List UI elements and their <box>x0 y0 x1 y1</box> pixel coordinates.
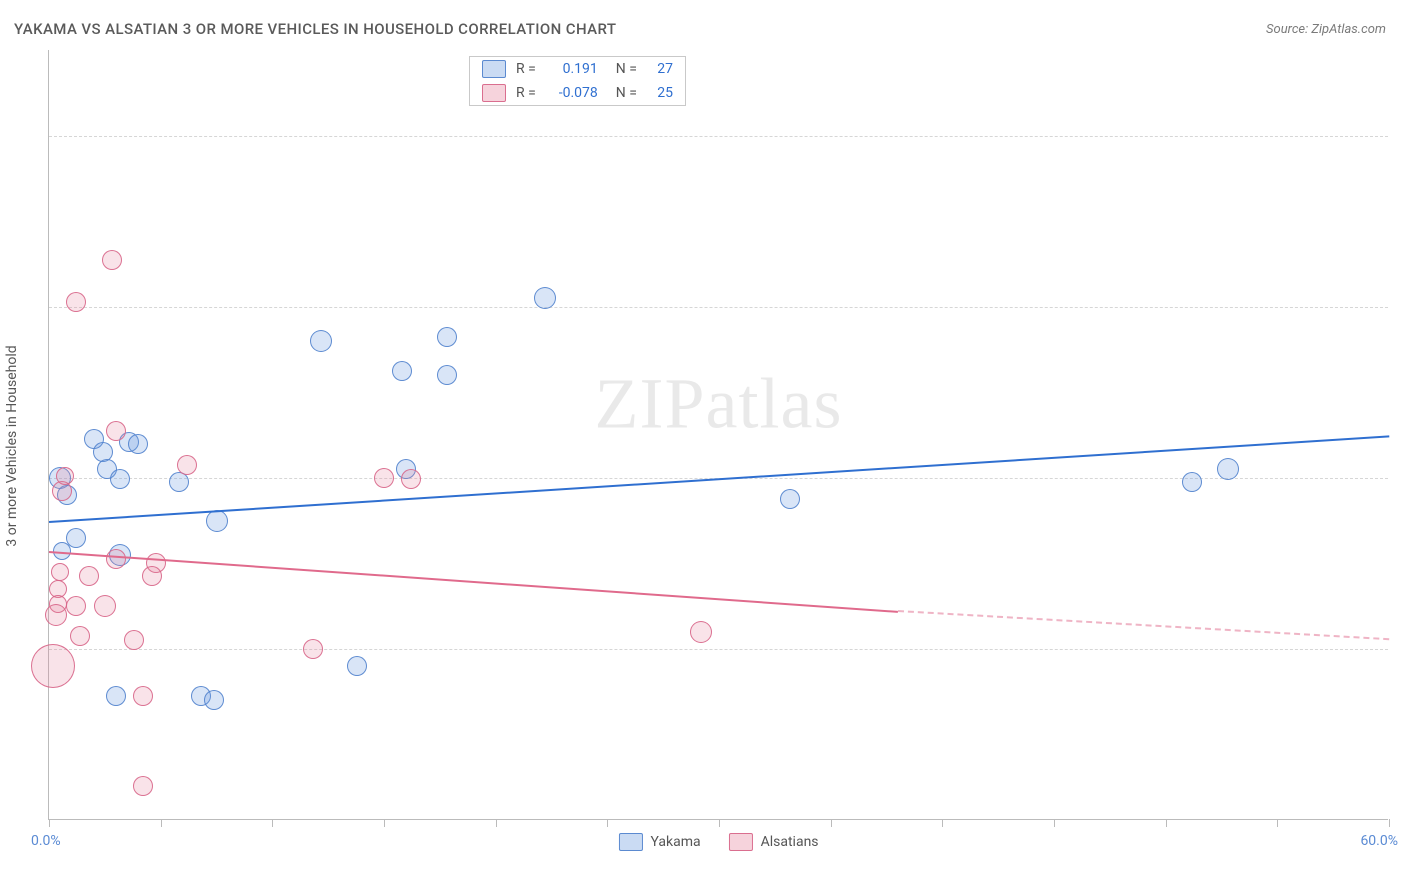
data-point-alsatians[interactable] <box>79 566 99 586</box>
data-point-yakama[interactable] <box>204 690 224 710</box>
legend-swatch <box>482 84 506 102</box>
data-point-alsatians[interactable] <box>124 630 144 650</box>
legend-row: R = -0.078 N = 25 <box>470 81 685 105</box>
legend-swatch <box>482 60 506 78</box>
y-tick-label: 60.0% <box>1394 299 1406 315</box>
gridline <box>49 307 1388 308</box>
data-point-alsatians[interactable] <box>177 455 197 475</box>
scatter-plot: ZIPatlas R =0.191N =27R =-0.078N =25 Yak… <box>48 50 1388 820</box>
correlation-legend: R = 0.191 N = 27 R = -0.078 N = 25 <box>469 56 686 106</box>
x-tick <box>1166 819 1167 827</box>
x-tick <box>831 819 832 827</box>
source-label: Source: ZipAtlas.com <box>1266 22 1386 37</box>
x-tick <box>496 819 497 827</box>
data-point-alsatians[interactable] <box>133 776 153 796</box>
data-point-yakama[interactable] <box>128 434 148 454</box>
data-point-alsatians[interactable] <box>70 626 90 646</box>
data-point-yakama[interactable] <box>110 469 130 489</box>
data-point-yakama[interactable] <box>437 365 457 385</box>
x-tick <box>1277 819 1278 827</box>
y-tick-label: 20.0% <box>1394 641 1406 657</box>
series-legend-item[interactable]: Alsatians <box>729 833 819 851</box>
data-point-alsatians[interactable] <box>303 639 323 659</box>
data-point-alsatians[interactable] <box>66 596 86 616</box>
legend-swatch <box>618 833 642 851</box>
legend-n-value: 25 <box>647 85 673 101</box>
data-point-alsatians[interactable] <box>51 563 69 581</box>
x-tick <box>719 819 720 827</box>
legend-r-value: -0.078 <box>546 85 598 101</box>
x-tick <box>1054 819 1055 827</box>
data-point-alsatians[interactable] <box>374 468 394 488</box>
data-point-alsatians[interactable] <box>56 467 74 485</box>
data-point-yakama[interactable] <box>106 686 126 706</box>
data-point-yakama[interactable] <box>206 510 228 532</box>
chart-title: YAKAMA VS ALSATIAN 3 OR MORE VEHICLES IN… <box>14 20 616 38</box>
series-legend-label: Yakama <box>650 834 700 850</box>
y-axis-label: 3 or more Vehicles in Household <box>4 345 20 546</box>
x-axis-min-label: 0.0% <box>31 833 61 849</box>
trend-line-alsatians-extrapolated <box>898 610 1389 640</box>
x-tick <box>384 819 385 827</box>
trend-line-alsatians <box>49 551 898 613</box>
data-point-yakama[interactable] <box>347 656 367 676</box>
data-point-alsatians[interactable] <box>690 621 712 643</box>
x-tick <box>607 819 608 827</box>
data-point-alsatians[interactable] <box>401 469 421 489</box>
series-legend: Yakama Alsatians <box>618 833 818 851</box>
legend-row: R = 0.191 N = 27 <box>470 57 685 81</box>
data-point-yakama[interactable] <box>392 361 412 381</box>
legend-n-label: N = <box>616 85 637 101</box>
data-point-alsatians[interactable] <box>106 549 126 569</box>
legend-n-value: 27 <box>647 61 673 77</box>
data-point-yakama[interactable] <box>1217 458 1239 480</box>
data-point-alsatians[interactable] <box>142 566 162 586</box>
series-legend-label: Alsatians <box>761 834 819 850</box>
data-point-yakama[interactable] <box>437 327 457 347</box>
gridline <box>49 649 1388 650</box>
data-point-alsatians[interactable] <box>94 595 116 617</box>
data-point-alsatians[interactable] <box>31 644 75 688</box>
x-tick <box>161 819 162 827</box>
data-point-yakama[interactable] <box>310 330 332 352</box>
gridline <box>49 136 1388 137</box>
data-point-yakama[interactable] <box>534 287 556 309</box>
x-axis-max-label: 60.0% <box>1360 833 1398 849</box>
data-point-yakama[interactable] <box>780 489 800 509</box>
watermark: ZIPatlas <box>595 362 843 445</box>
legend-r-value: 0.191 <box>546 61 598 77</box>
x-tick <box>272 819 273 827</box>
series-legend-item[interactable]: Yakama <box>618 833 700 851</box>
legend-swatch <box>729 833 753 851</box>
y-tick-label: 80.0% <box>1394 128 1406 144</box>
legend-n-label: N = <box>616 61 637 77</box>
data-point-alsatians[interactable] <box>133 686 153 706</box>
x-tick <box>942 819 943 827</box>
data-point-alsatians[interactable] <box>66 292 86 312</box>
x-tick <box>49 819 50 827</box>
data-point-alsatians[interactable] <box>45 604 67 626</box>
legend-r-label: R = <box>516 85 536 101</box>
legend-r-label: R = <box>516 61 536 77</box>
data-point-yakama[interactable] <box>169 472 189 492</box>
data-point-alsatians[interactable] <box>102 250 122 270</box>
x-tick <box>1389 819 1390 827</box>
y-tick-label: 40.0% <box>1394 470 1406 486</box>
data-point-alsatians[interactable] <box>106 421 126 441</box>
data-point-yakama[interactable] <box>1182 472 1202 492</box>
